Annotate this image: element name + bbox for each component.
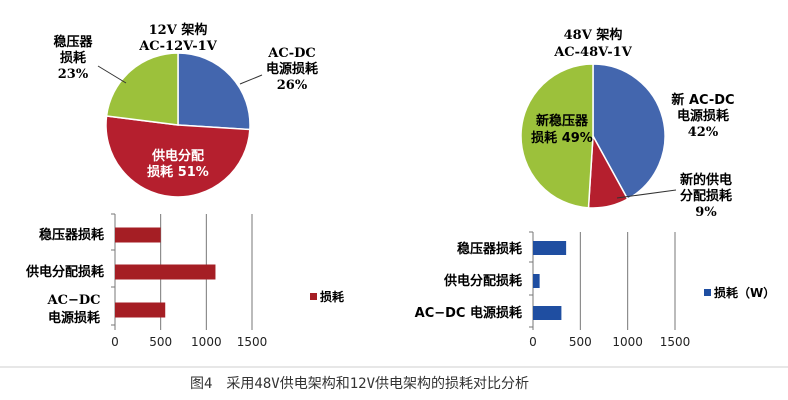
pie-12v-label-vr-line1: 稳压器 (53, 34, 93, 50)
bar-chart-12v: 稳压器损耗 供电分配损耗 AC−DC 电源损耗 0 500 1000 1500 损耗 (25, 213, 344, 349)
bar-12v-tick-label-2: 1000 (191, 335, 222, 349)
bar-12v-category-acdc-line1: AC−DC (47, 293, 101, 308)
pie-48v-label-vr-line1: 新稳压器 (536, 113, 589, 129)
pie-12v-title: 12V 架构 (149, 22, 208, 38)
figure-caption: 图4 采用48V供电架构和12V供电架构的损耗对比分析 (190, 376, 529, 392)
pie-12v-label-acdc-line2: 电源损耗 (266, 61, 318, 77)
pie-12v-leader-vr (97, 65, 127, 84)
pie-48v-subtitle: AC-48V-1V (553, 45, 633, 60)
bar-12v-tick-label-3: 1500 (237, 335, 268, 349)
pie-12v-label-dist-pct: 损耗 51% (147, 164, 209, 180)
pie-12v-slices (105, 52, 251, 198)
bar-48v-category-dist: 供电分配损耗 (443, 273, 522, 289)
pie-12v-slice-2 (105, 52, 179, 126)
pie-48v-slice-2 (520, 63, 594, 209)
bar-48v-x-ticks: 0 500 1000 1500 (529, 335, 690, 349)
bar-48v-legend-swatch (704, 289, 711, 296)
pie-12v-label-acdc-pct: 26% (277, 78, 308, 93)
pie-12v-label-acdc-line1: AC-DC (267, 46, 315, 61)
bar-48v-bar-2 (533, 306, 562, 320)
bar-12v-bar-1 (115, 264, 216, 280)
bar-48v-tick-label-3: 1500 (660, 335, 691, 349)
bar-12v-legend-label: 损耗 (320, 289, 344, 304)
bar-12v-category-dist: 供电分配损耗 (25, 264, 104, 280)
bar-48v-category-vr: 稳压器损耗 (457, 241, 522, 257)
pie-12v-slice-0 (177, 52, 251, 131)
bar-12v-x-ticks: 0 500 1000 1500 (111, 335, 267, 349)
pie-12v-subtitle: AC-12V-1V (138, 39, 218, 54)
pie-48v-label-vr-pct: 损耗 49% (531, 130, 593, 146)
bar-chart-48v: 稳压器损耗 供电分配损耗 AC−DC 电源损耗 0 500 1000 1500 损耗（… (415, 231, 775, 349)
pie-12v-label-dist-line1: 供电分配 (151, 148, 204, 164)
pie-chart-48v: 48V 架构 AC-48V-1V 新 AC-DC 电源损耗 42% 新的供电 分… (520, 27, 735, 220)
bar-12v-category-acdc-line2: 电源损耗 (48, 310, 100, 326)
bar-48v-bar-0 (533, 241, 567, 255)
pie-48v-label-acdc-pct: 42% (688, 125, 719, 140)
pie-48v-label-acdc-line1: 新 AC-DC (671, 92, 734, 108)
bar-12v-legend-swatch (310, 293, 317, 300)
pie-12v-label-vr-pct: 23% (58, 67, 89, 82)
bar-12v-bars (115, 227, 216, 318)
pie-chart-12v: 12V 架构 AC-12V-1V AC-DC 电源损耗 26% 供电分配 损耗 … (53, 22, 318, 198)
bar-12v-bar-0 (115, 227, 161, 243)
pie-48v-label-dist-line2: 分配损耗 (680, 188, 732, 204)
pie-48v-label-acdc-line2: 电源损耗 (677, 108, 729, 124)
bar-12v-category-vr: 稳压器损耗 (39, 227, 104, 243)
bar-48v-bars (533, 241, 567, 320)
bar-12v-bar-2 (115, 302, 166, 318)
bar-48v-tick-label-1: 500 (569, 335, 592, 349)
pie-12v-slice-1 (105, 115, 251, 198)
pie-48v-leader-dist (616, 189, 677, 199)
bar-48v-tick-label-2: 1000 (612, 335, 643, 349)
bar-48v-bar-1 (533, 274, 540, 288)
pie-12v-label-vr-line2: 损耗 (60, 50, 86, 66)
bar-48v-legend-label: 损耗（W） (714, 285, 775, 300)
bar-12v-tick-label-0: 0 (111, 335, 119, 349)
pie-48v-slices (520, 63, 666, 209)
pie-12v-leader-acdc (239, 74, 263, 85)
pie-48v-label-dist-line1: 新的供电 (680, 172, 732, 188)
bar-12v-tick-label-1: 500 (149, 335, 172, 349)
pie-48v-label-dist-pct: 9% (695, 205, 717, 220)
pie-48v-slice-0 (592, 63, 666, 201)
bar-48v-category-acdc: AC−DC 电源损耗 (415, 305, 522, 321)
bar-48v-tick-label-0: 0 (529, 335, 537, 349)
pie-48v-title: 48V 架构 (564, 27, 623, 43)
